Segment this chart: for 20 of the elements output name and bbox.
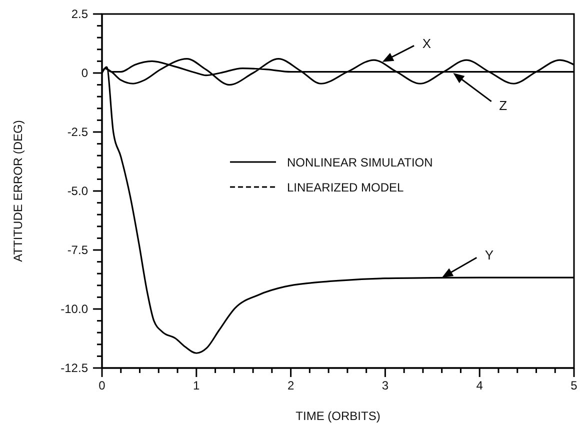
x-axis-title: TIME (ORBITS) [296,409,380,423]
legend-label: LINEARIZED MODEL [287,180,404,194]
y-tick-label: 0 [81,66,88,80]
y-tick-label: -12.5 [60,360,88,375]
x-tick-label: 3 [382,378,389,393]
x-tick-label: 1 [193,378,200,393]
x-tick-label: 4 [476,378,484,393]
y-tick-label: -2.5 [67,124,88,139]
y-tick-label: 2.5 [71,6,88,21]
y-tick-label: -5.0 [67,184,88,198]
annotation: Y [484,248,494,263]
annotation: Z [499,98,508,113]
y-tick-label: -10.0 [60,302,88,316]
annotation: X [422,36,432,51]
legend-label: NONLINEAR SIMULATION [287,156,433,170]
y-tick-label: -7.5 [67,242,88,257]
x-tick-label: 0 [98,378,106,393]
x-tick-label: 5 [570,378,578,393]
x-tick-label: 2 [287,378,294,393]
y-axis-title: ATTITUDE ERROR (DEG) [11,120,25,262]
